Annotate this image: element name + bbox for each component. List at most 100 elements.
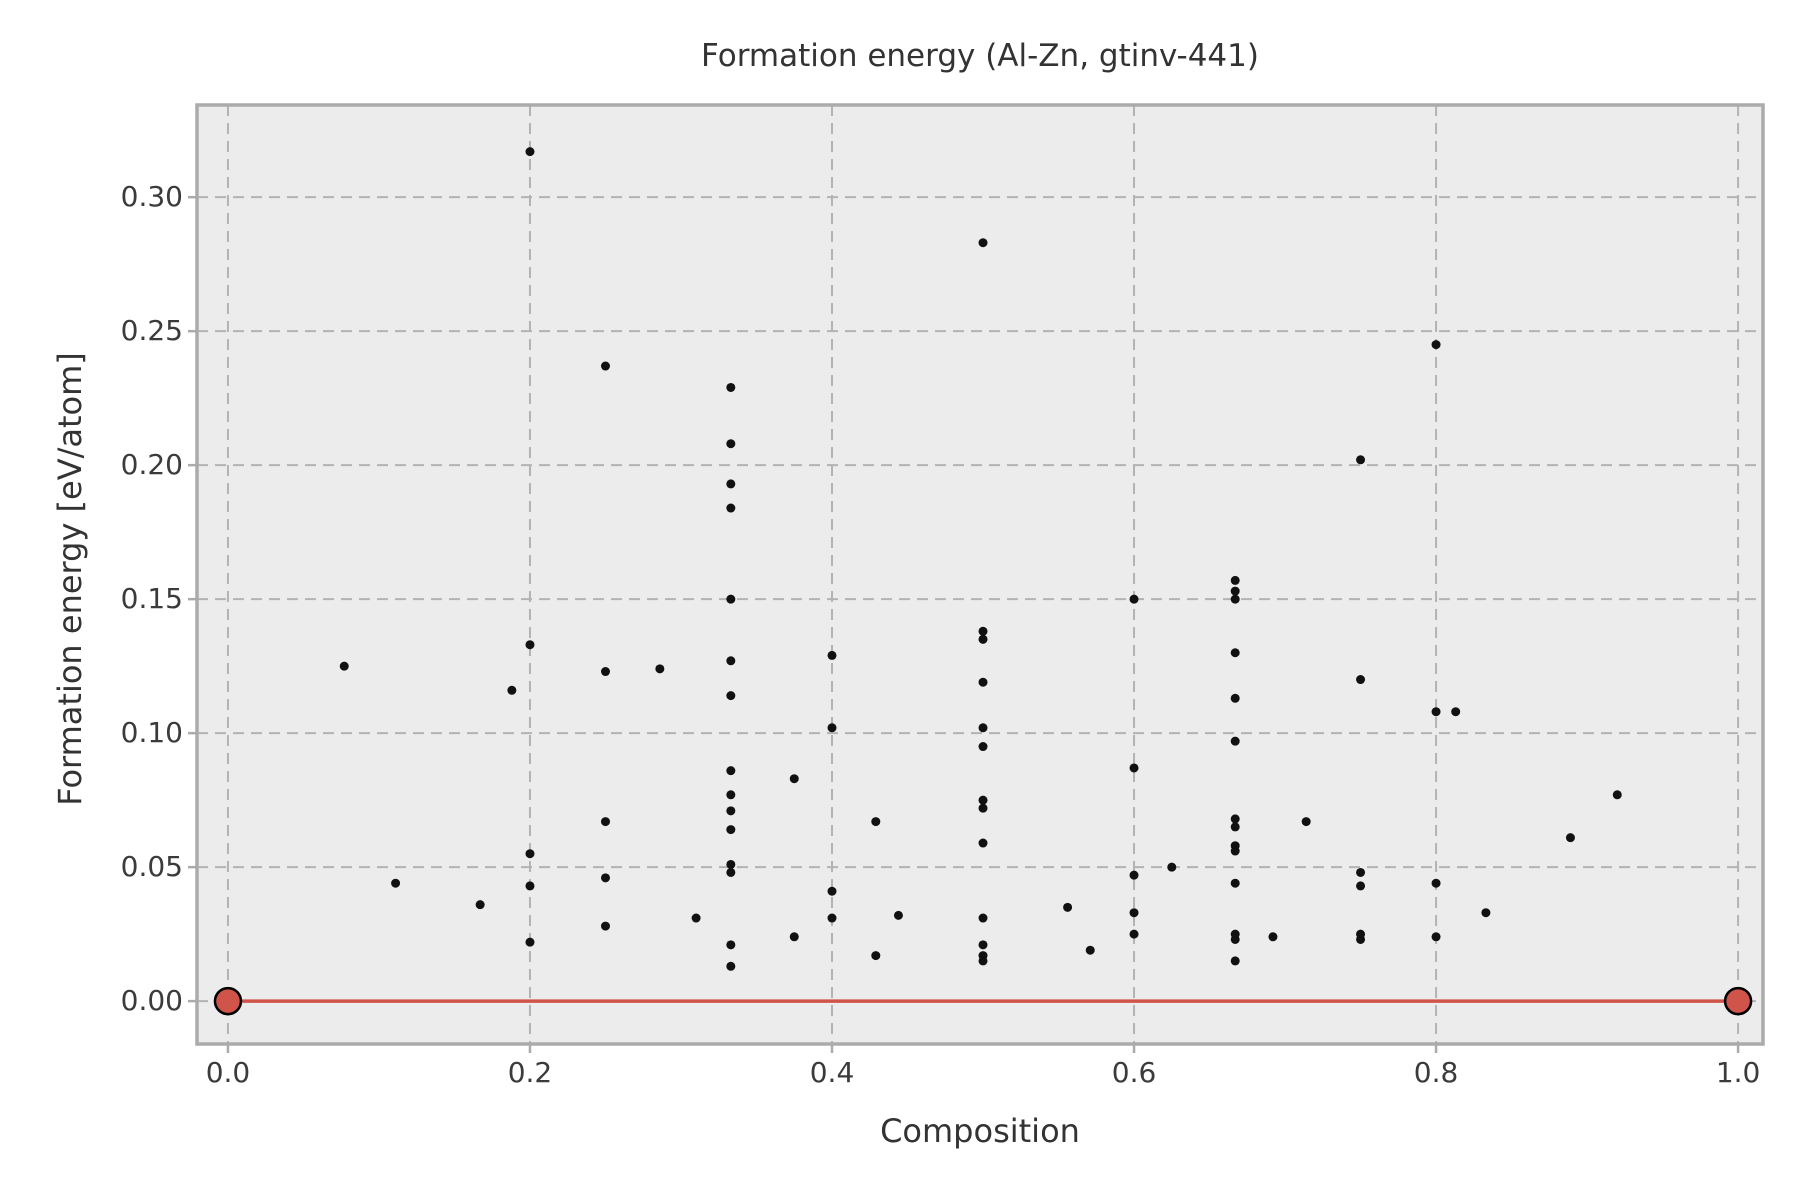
candidate-structures-point xyxy=(525,849,535,859)
candidate-structures-point xyxy=(726,867,736,877)
candidate-structures-point xyxy=(726,479,736,489)
candidate-structures-point xyxy=(1230,575,1240,585)
candidate-structures-point xyxy=(600,361,610,371)
candidate-structures-point xyxy=(726,382,736,392)
candidate-structures-point xyxy=(1085,945,1095,955)
candidate-structures-point xyxy=(1230,594,1240,604)
y-tick-label-0.20: 0.20 xyxy=(120,448,183,482)
candidate-structures-point xyxy=(655,664,665,674)
candidate-structures-point xyxy=(726,766,736,776)
candidate-structures-point xyxy=(1431,932,1441,942)
candidate-structures-point xyxy=(893,910,903,920)
candidate-structures-point xyxy=(600,817,610,827)
candidate-structures-point xyxy=(726,806,736,816)
candidate-structures-point xyxy=(978,803,988,813)
candidate-structures-point xyxy=(1356,934,1366,944)
candidate-structures-point xyxy=(1268,932,1278,942)
candidate-structures-point xyxy=(1230,693,1240,703)
candidate-structures-point xyxy=(726,439,736,449)
candidate-structures-point xyxy=(600,921,610,931)
candidate-structures-point xyxy=(827,723,837,733)
candidate-structures-point xyxy=(978,940,988,950)
candidate-structures-point xyxy=(1431,878,1441,888)
plot-area-background xyxy=(197,105,1763,1044)
x-tick-label-0.2: 0.2 xyxy=(507,1056,553,1089)
candidate-structures-point xyxy=(1230,822,1240,832)
candidate-structures-point xyxy=(525,640,535,650)
candidate-structures-point xyxy=(1230,878,1240,888)
candidate-structures-point xyxy=(978,238,988,248)
candidate-structures-point xyxy=(600,667,610,677)
candidate-structures-point xyxy=(726,859,736,869)
candidate-structures-point xyxy=(978,626,988,636)
candidate-structures-point xyxy=(391,878,401,888)
candidate-structures-point xyxy=(1129,929,1139,939)
candidate-structures-point xyxy=(1129,763,1139,773)
candidate-structures-point xyxy=(726,503,736,513)
y-tick-label-0.00: 0.00 xyxy=(120,984,183,1018)
convex-hull-point xyxy=(213,986,243,1016)
candidate-structures-point xyxy=(726,961,736,971)
y-tick-label-0.25: 0.25 xyxy=(120,314,183,348)
x-axis-label: Composition xyxy=(880,1112,1080,1150)
candidate-structures-point xyxy=(1230,586,1240,596)
x-tick-label-0.8: 0.8 xyxy=(1413,1056,1459,1089)
y-tick-label-0.15: 0.15 xyxy=(120,582,183,616)
candidate-structures-point xyxy=(726,790,736,800)
candidate-structures-point xyxy=(1612,790,1622,800)
chart-title: Formation energy (Al-Zn, gtinv-441) xyxy=(701,38,1259,74)
candidate-structures-point xyxy=(726,656,736,666)
candidate-structures-point xyxy=(1129,908,1139,918)
candidate-structures-point xyxy=(691,913,701,923)
candidate-structures-point xyxy=(871,817,881,827)
candidate-structures-point xyxy=(726,691,736,701)
convex-hull-point xyxy=(1723,986,1753,1016)
candidate-structures-point xyxy=(1356,867,1366,877)
plot-frame xyxy=(195,103,1765,1046)
candidate-structures-point xyxy=(978,956,988,966)
candidate-structures-point xyxy=(978,742,988,752)
candidate-structures-point xyxy=(1063,902,1073,912)
candidate-structures-point xyxy=(1431,707,1441,717)
candidate-structures-point xyxy=(1356,881,1366,891)
candidate-structures-point xyxy=(1356,675,1366,685)
candidate-structures-point xyxy=(339,661,349,671)
x-tick-label-1.0: 1.0 xyxy=(1715,1056,1761,1089)
y-tick-label-0.10: 0.10 xyxy=(120,716,183,750)
candidate-structures-point xyxy=(600,873,610,883)
candidate-structures-point xyxy=(1167,862,1177,872)
candidate-structures-point xyxy=(726,594,736,604)
y-tick-label-0.30: 0.30 xyxy=(120,180,183,214)
candidate-structures-point xyxy=(475,900,485,910)
candidate-structures-point xyxy=(978,723,988,733)
candidate-structures-point xyxy=(789,932,799,942)
y-axis-label: Formation energy [eV/atom] xyxy=(51,352,89,806)
candidate-structures-point xyxy=(1230,934,1240,944)
candidate-structures-point xyxy=(789,774,799,784)
candidate-structures-point xyxy=(871,951,881,961)
candidate-structures-point xyxy=(978,677,988,687)
candidate-structures-point xyxy=(1356,455,1366,465)
candidate-structures-point xyxy=(1301,817,1311,827)
candidate-structures-point xyxy=(1230,648,1240,658)
candidate-structures-point xyxy=(978,913,988,923)
candidate-structures-point xyxy=(1431,340,1441,350)
y-tick-label-0.05: 0.05 xyxy=(120,850,183,884)
candidate-structures-point xyxy=(525,147,535,157)
candidate-structures-point xyxy=(827,913,837,923)
candidate-structures-point xyxy=(525,881,535,891)
candidate-structures-point xyxy=(827,886,837,896)
candidate-structures-point xyxy=(1129,870,1139,880)
x-tick-label-0.6: 0.6 xyxy=(1111,1056,1157,1089)
candidate-structures-point xyxy=(525,937,535,947)
candidate-structures-point xyxy=(1230,814,1240,824)
candidate-structures-point xyxy=(1565,833,1575,843)
candidate-structures-point xyxy=(1481,908,1491,918)
candidate-structures-point xyxy=(978,634,988,644)
candidate-structures-point xyxy=(1230,956,1240,966)
candidate-structures-point xyxy=(978,795,988,805)
candidate-structures-point xyxy=(978,838,988,848)
x-tick-label-0.0: 0.0 xyxy=(205,1056,251,1089)
